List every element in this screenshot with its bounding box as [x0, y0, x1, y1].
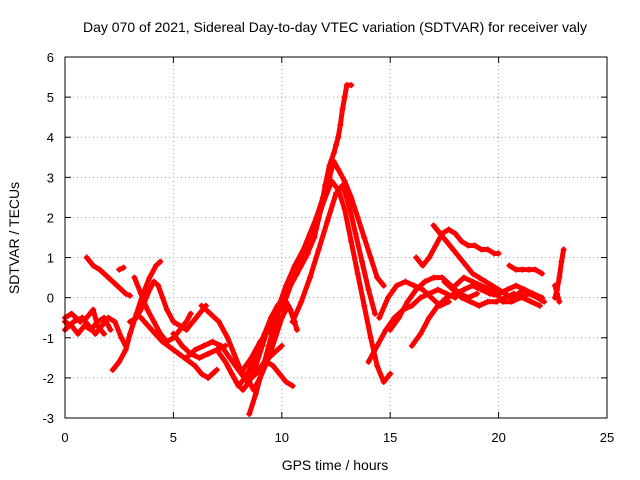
x-axis-label: GPS time / hours: [282, 457, 389, 473]
series-band: [271, 85, 351, 334]
y-tick-label: -3: [42, 411, 54, 426]
data-series-track-17: [264, 359, 296, 389]
data-series-track-22: [376, 279, 451, 321]
chart-title: Day 070 of 2021, Sidereal Day-to-day VTE…: [83, 19, 587, 35]
grid: [65, 57, 607, 418]
x-tick-label: 5: [170, 430, 177, 445]
y-tick-label: 1: [47, 251, 54, 266]
data-series-track-4: [84, 255, 133, 299]
series-band: [390, 278, 477, 330]
x-tick-label: 20: [491, 430, 505, 445]
axis-ticks: 0 5 10 15 20 25 -3 -2 -1 0 1 2 3 4 5 6: [42, 50, 614, 445]
data-series: [62, 82, 567, 417]
y-tick-label: 6: [47, 50, 54, 65]
data-series-track-19: [279, 178, 393, 385]
y-tick-label: 4: [47, 130, 54, 145]
x-tick-label: 10: [275, 430, 289, 445]
x-tick-label: 25: [600, 430, 614, 445]
sdtvar-chart: 0 5 10 15 20 25 -3 -2 -1 0 1 2 3 4 5 6 Day 070 of 2021,…: [0, 0, 640, 480]
y-tick-label: 5: [47, 90, 54, 105]
y-tick-label: -2: [42, 371, 54, 386]
y-tick-label: 2: [47, 210, 54, 225]
plot-frame: [65, 57, 607, 418]
y-tick-label: 0: [47, 291, 54, 306]
y-tick-label: 3: [47, 170, 54, 185]
y-tick-label: -1: [42, 331, 54, 346]
y-axis-label: SDTVAR / TECUs: [6, 182, 22, 294]
data-series-track-5: [116, 265, 126, 273]
x-tick-label: 15: [383, 430, 397, 445]
x-tick-label: 0: [61, 430, 68, 445]
data-series-track-25: [413, 226, 501, 268]
data-series-track-29: [506, 263, 545, 277]
